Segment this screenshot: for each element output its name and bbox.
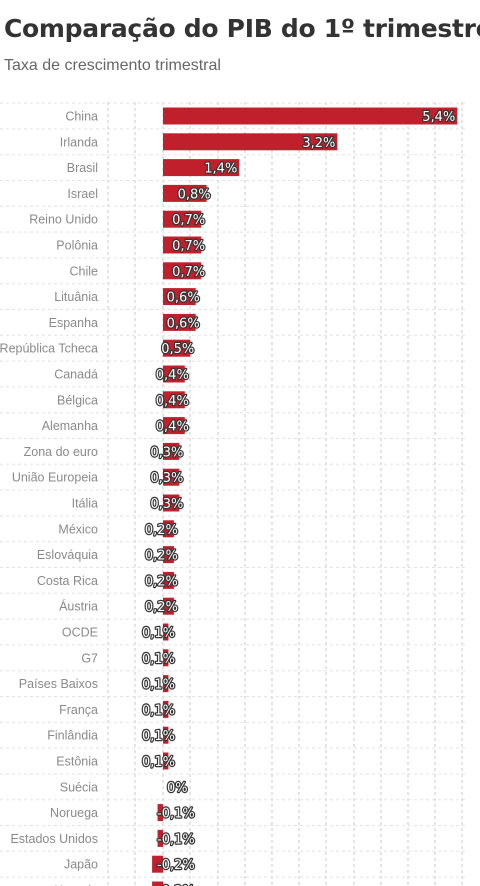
value-label: -0,2% — [157, 858, 195, 873]
chart-subtitle: Taxa de crescimento trimestral — [4, 57, 221, 74]
category-label: Lituânia — [54, 290, 98, 304]
category-label: Hungria — [54, 884, 98, 886]
category-label: Espanha — [49, 316, 98, 330]
data-bar — [163, 313, 196, 331]
value-label: 0,4% — [156, 394, 189, 409]
value-label: 0,1% — [142, 652, 175, 667]
category-label: Bélgica — [57, 393, 98, 407]
value-label: 0,5% — [161, 342, 194, 357]
value-label: 0,2% — [145, 574, 178, 589]
data-bar — [163, 107, 458, 125]
value-label: 0,2% — [145, 523, 178, 538]
data-bar — [163, 133, 338, 151]
value-label: 0,4% — [156, 368, 189, 383]
data-bar — [152, 855, 163, 873]
data-bar — [163, 288, 196, 306]
category-label: Eslováquia — [37, 548, 98, 562]
chart-title: Comparação do PIB do 1º trimestre — [4, 14, 480, 43]
value-label: 0,6% — [167, 316, 200, 331]
data-bar — [163, 391, 185, 409]
value-label: 0,1% — [142, 678, 175, 693]
category-label: Canadá — [54, 368, 98, 382]
category-label: México — [58, 522, 98, 536]
category-label: Reino Unido — [29, 213, 98, 227]
category-label: Israel — [67, 187, 98, 201]
category-label: União Europeia — [12, 471, 98, 485]
data-bar — [163, 752, 169, 770]
data-bar — [163, 597, 174, 615]
value-label: 0,4% — [156, 420, 189, 435]
category-label: Estados Unidos — [10, 832, 98, 846]
data-bar — [163, 442, 180, 460]
value-label: 0,1% — [142, 729, 175, 744]
category-label: Costa Rica — [37, 574, 98, 588]
category-label: República Tcheca — [0, 342, 98, 356]
value-label: 0,8% — [178, 187, 211, 202]
category-label: Finlândia — [47, 729, 98, 743]
data-bar — [163, 365, 185, 383]
data-bar — [163, 262, 202, 280]
value-label: 3,2% — [302, 136, 335, 151]
category-label: Itália — [72, 497, 98, 511]
data-bar — [163, 571, 174, 589]
value-label: -0,2% — [157, 884, 195, 886]
data-bar — [163, 210, 202, 228]
category-label: França — [59, 703, 98, 717]
value-label: 0,1% — [142, 703, 175, 718]
data-bar — [163, 726, 169, 744]
bar-chart: China 5,4% Irlanda 3,2% Brasil 1,4% Israel 0,8%… — [0, 102, 466, 886]
value-label: 0,7% — [172, 265, 205, 280]
data-bar — [163, 236, 202, 254]
value-label: 0,2% — [145, 549, 178, 564]
data-bar — [163, 339, 191, 357]
value-label: 0,3% — [150, 471, 183, 486]
value-label: 0,1% — [142, 626, 175, 641]
data-bar — [163, 184, 207, 202]
category-label: Zona do euro — [24, 445, 98, 459]
data-bar — [157, 829, 163, 847]
value-label: 0,2% — [145, 600, 178, 615]
category-label: Estônia — [56, 755, 98, 769]
value-label: -0,1% — [157, 832, 195, 847]
category-label: Países Baixos — [19, 677, 98, 691]
data-bar — [163, 468, 180, 486]
data-bar — [163, 623, 169, 641]
value-label: 0,3% — [150, 445, 183, 460]
value-label: 1,4% — [204, 162, 237, 177]
value-label: 0,3% — [150, 497, 183, 512]
category-label: Noruega — [50, 806, 98, 820]
value-label: 0,6% — [167, 291, 200, 306]
value-label: 0,7% — [172, 239, 205, 254]
category-label: Polônia — [56, 239, 98, 253]
category-label: Chile — [70, 264, 99, 278]
value-label: 0,7% — [172, 213, 205, 228]
value-label: 0% — [167, 781, 188, 796]
category-label: OCDE — [62, 626, 98, 640]
category-label: Alemanha — [42, 419, 98, 433]
category-label: Irlanda — [60, 135, 98, 149]
data-bar — [163, 494, 180, 512]
data-bar — [163, 675, 169, 693]
data-bar — [163, 546, 174, 564]
category-label: Japão — [64, 858, 98, 872]
data-bar — [163, 520, 174, 538]
value-label: 0,1% — [142, 755, 175, 770]
value-label: -0,1% — [157, 807, 195, 822]
category-label: G7 — [81, 651, 98, 665]
data-bar — [163, 649, 169, 667]
data-bar — [163, 159, 240, 177]
data-bar — [157, 804, 163, 822]
data-bar — [152, 881, 163, 886]
category-label: Suécia — [60, 780, 98, 794]
category-label: Áustria — [59, 599, 98, 614]
category-label: China — [65, 110, 98, 124]
data-bar — [163, 417, 185, 435]
data-bar — [163, 700, 169, 718]
category-label: Brasil — [67, 161, 98, 175]
value-label: 5,4% — [422, 110, 455, 125]
